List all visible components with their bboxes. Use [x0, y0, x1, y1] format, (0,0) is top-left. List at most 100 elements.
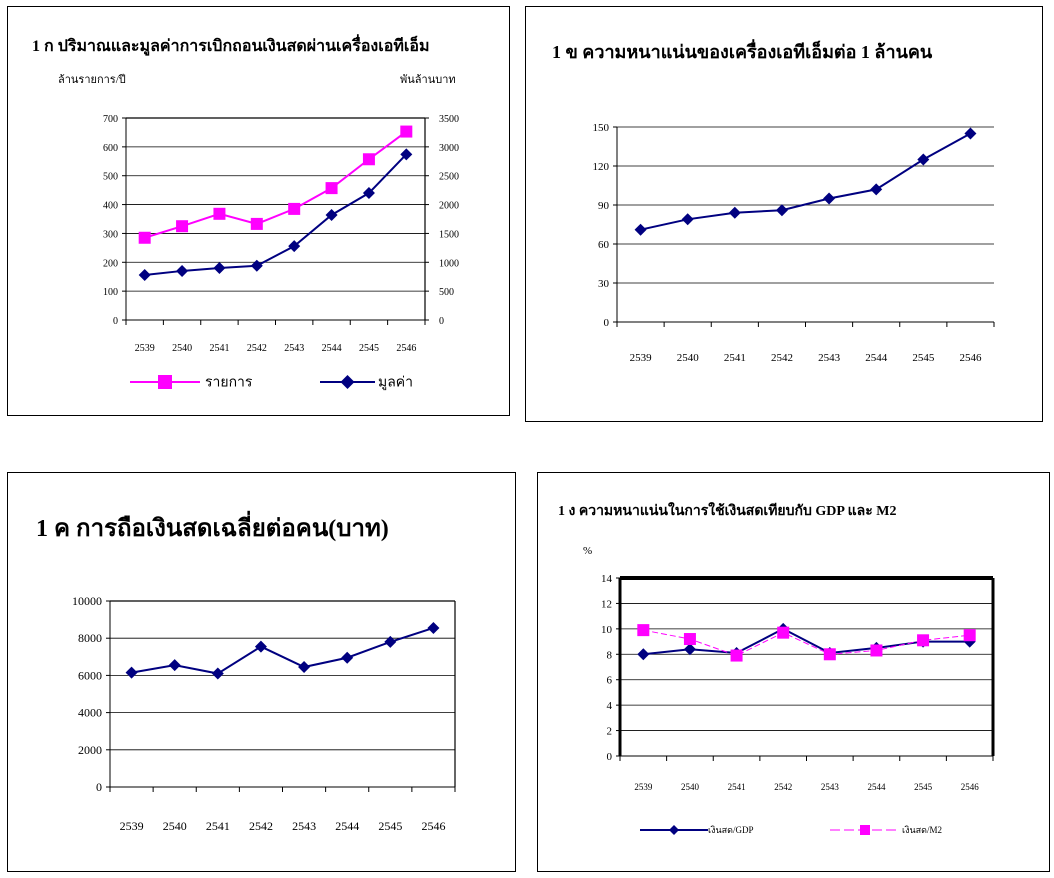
data-point-density-0 — [775, 204, 788, 217]
y-tick-label-density: 30 — [598, 278, 610, 290]
data-point-atm-1 — [213, 262, 226, 275]
y-tick-label-ratio: 14 — [601, 573, 613, 585]
x-tick-label-cash: 2539 — [120, 819, 144, 833]
data-point-ratio-1 — [963, 629, 976, 642]
chart-panel-ratio — [537, 472, 1050, 872]
x-tick-label-cash: 2540 — [163, 819, 187, 833]
x-tick-label-ratio: 2539 — [634, 782, 653, 792]
data-point-atm-0 — [400, 125, 413, 138]
data-point-cash-0 — [211, 667, 224, 680]
legend-label-ratio-1: เงินสด/M2 — [902, 825, 942, 835]
series-line-density-0 — [640, 132, 971, 231]
x-tick-label-cash: 2542 — [249, 819, 273, 833]
x-tick-label-cash: 2544 — [335, 819, 359, 833]
y-tick-label-density: 60 — [598, 239, 610, 251]
x-tick-label-atm: 2543 — [284, 343, 304, 354]
data-point-ratio-1 — [730, 649, 743, 662]
data-point-density-0 — [964, 127, 977, 140]
chart-panel-cash — [7, 472, 516, 872]
series-line-ratio-1 — [643, 629, 970, 657]
y-tick-label-density: 150 — [593, 122, 610, 134]
chart-title-density: 1 ข ความหนาแน่นของเครื่องเอทีเอ็มต่อ 1 ล… — [552, 42, 933, 62]
legend-label-ratio-0: เงินสด/GDP — [708, 825, 753, 835]
y-tick-label-ratio: 10 — [601, 624, 613, 636]
x-tick-label-density: 2539 — [630, 352, 653, 364]
y-tick-label-ratio: 8 — [607, 649, 613, 661]
y2-tick-label-atm: 3500 — [439, 114, 459, 125]
y-tick-label-atm: 0 — [113, 316, 118, 327]
x-tick-label-density: 2543 — [818, 352, 841, 364]
y-tick-label-density: 0 — [604, 317, 610, 329]
legend-marker-atm-1 — [340, 375, 355, 389]
chart-title-cash: 1 ค การถือเงินสดเฉลี่ยต่อคน(บาท) — [36, 516, 389, 542]
y2-tick-label-atm: 1500 — [439, 229, 459, 240]
data-point-density-0 — [870, 183, 883, 196]
y-tick-label-atm: 600 — [103, 143, 118, 154]
y-tick-label-density: 120 — [593, 161, 610, 173]
legend-label-atm-1: มูลค่า — [378, 376, 413, 391]
series-line-ratio-0 — [643, 627, 970, 656]
data-point-cash-0 — [125, 666, 138, 679]
y-tick-label-atm: 700 — [103, 114, 118, 125]
data-point-density-0 — [681, 213, 694, 226]
y2-tick-label-atm: 3000 — [439, 143, 459, 154]
y-tick-label-cash: 4000 — [78, 706, 102, 720]
data-point-ratio-1 — [917, 634, 930, 647]
y-tick-label-atm: 100 — [103, 287, 118, 298]
y-tick-label-ratio: 4 — [607, 700, 613, 712]
legend-marker-ratio-1 — [860, 825, 870, 835]
data-point-atm-1 — [325, 208, 338, 221]
data-point-ratio-1 — [683, 633, 696, 646]
x-tick-label-density: 2542 — [771, 352, 793, 364]
chart-title-ratio: 1 ง ความหนาแน่นในการใช้เงินสดเทียบกับ GD… — [558, 504, 897, 519]
data-point-atm-1 — [288, 240, 301, 253]
x-tick-label-cash: 2543 — [292, 819, 316, 833]
data-point-atm-1 — [400, 148, 413, 161]
series-line-atm-1 — [144, 153, 408, 276]
data-point-atm-1 — [250, 259, 263, 272]
x-tick-label-ratio: 2543 — [821, 782, 840, 792]
data-point-atm-0 — [176, 220, 189, 233]
data-point-ratio-0 — [683, 643, 696, 656]
right-axis-unit-atm: พันล้านบาท — [400, 74, 456, 86]
data-point-atm-0 — [288, 202, 301, 215]
y2-tick-label-atm: 2500 — [439, 172, 459, 183]
y2-tick-label-atm: 1000 — [439, 258, 459, 269]
chart-title-atm: 1 ก ปริมาณและมูลค่าการเบิกถอนเงินสดผ่านเ… — [32, 38, 430, 55]
y-tick-label-atm: 300 — [103, 229, 118, 240]
data-point-cash-0 — [168, 659, 181, 672]
chart-panel-atm — [7, 6, 510, 416]
y-axis-unit-ratio: % — [583, 545, 593, 557]
x-tick-label-density: 2545 — [912, 352, 935, 364]
left-axis-unit-atm: ล้านรายการ/ปี — [58, 74, 126, 86]
x-tick-label-cash: 2546 — [421, 819, 445, 833]
data-point-atm-0 — [362, 153, 375, 166]
data-point-atm-1 — [176, 264, 189, 277]
y-tick-label-atm: 400 — [103, 201, 118, 212]
y-tick-label-ratio: 6 — [607, 675, 613, 687]
y-tick-label-cash: 2000 — [78, 743, 102, 757]
data-point-density-0 — [917, 153, 930, 166]
y2-tick-label-atm: 500 — [439, 287, 454, 298]
series-line-cash-0 — [131, 627, 434, 675]
data-point-atm-0 — [213, 207, 226, 220]
data-point-density-0 — [823, 192, 836, 205]
data-point-ratio-0 — [637, 648, 650, 661]
x-tick-label-density: 2544 — [865, 352, 888, 364]
series-line-atm-0 — [144, 130, 407, 239]
data-point-cash-0 — [427, 621, 440, 634]
data-point-ratio-1 — [637, 624, 650, 637]
y-tick-label-atm: 200 — [103, 258, 118, 269]
y-tick-label-ratio: 2 — [607, 726, 613, 738]
y-tick-label-cash: 0 — [96, 780, 102, 794]
legend-marker-ratio-0 — [669, 825, 679, 835]
x-tick-label-atm: 2542 — [247, 343, 267, 354]
y-tick-label-ratio: 12 — [601, 598, 612, 610]
data-point-atm-0 — [250, 217, 263, 230]
data-point-atm-0 — [325, 182, 338, 195]
data-point-cash-0 — [254, 640, 267, 653]
data-point-ratio-1 — [823, 648, 836, 661]
data-point-density-0 — [728, 206, 741, 219]
x-tick-label-density: 2541 — [724, 352, 746, 364]
